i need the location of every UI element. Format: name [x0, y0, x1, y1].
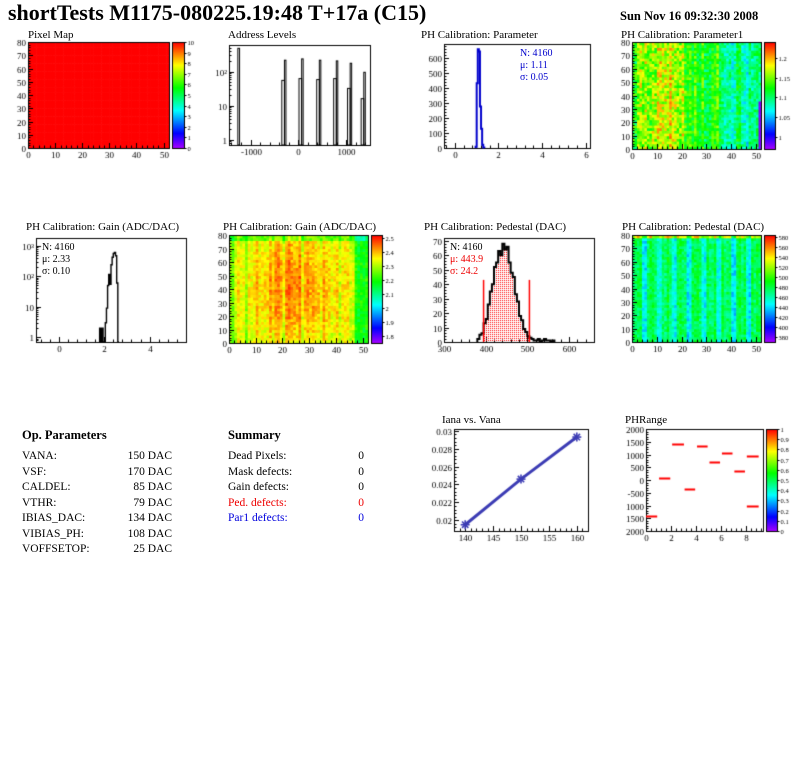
op-parameters-block: Op. Parameters VANA: 150 DAC VSF: 170 DAC CA… [22, 428, 172, 558]
param-row: Gain defects: 0 [228, 480, 364, 496]
chart-title: Pixel Map [28, 29, 74, 41]
param-value: 79 DAC [133, 496, 172, 509]
param-value: 85 DAC [133, 481, 172, 493]
param-label: VIBIAS_PH: [22, 527, 84, 540]
page-title: shortTests M1175-080225.19:48 T+17a (C15… [8, 0, 427, 25]
pedestal-hist-plot [418, 222, 618, 358]
panel-ph-range: PHRange [618, 414, 796, 550]
param-row: VTHR: 79 DAC [22, 496, 172, 512]
summary-heading: Summary [228, 428, 281, 442]
summary-rows: Dead Pixels: 0 Mask defects: 0 Gain defects:… [228, 449, 364, 527]
stat-line: σ: 0.05 [520, 72, 549, 83]
param-row: VSF: 170 DAC [22, 465, 172, 481]
stat-line: N: 4160 [42, 242, 75, 253]
param-row: VANA: 150 DAC [22, 449, 172, 465]
chart-title: Iana vs. Vana [442, 414, 501, 426]
gain-map-plot [215, 222, 415, 358]
panel-pedestal-map: PH Calibration: Pedestal (DAC) [618, 221, 796, 358]
param-value: 150 DAC [127, 450, 172, 462]
param-row: IBIAS_DAC: 134 DAC [22, 511, 172, 527]
param-row: CALDEL: 85 DAC [22, 480, 172, 496]
param-label: CALDEL: [22, 481, 71, 493]
op-parameters-rows: VANA: 150 DAC VSF: 170 DAC CALDEL: 85 DAC VTHR… [22, 449, 172, 558]
ph-range-plot [618, 415, 796, 550]
param-value: 25 DAC [133, 543, 172, 555]
param-value: 0 [358, 512, 364, 524]
chart-title: PHRange [625, 414, 668, 426]
panel-ph-parameter1-map: PH Calibration: Parameter1 [618, 29, 796, 162]
param-value: 0 [358, 465, 364, 478]
param-value: 134 DAC [127, 512, 172, 524]
stat-line: σ: 24.2 [450, 266, 479, 277]
param-row: VIBIAS_PH: 108 DAC [22, 527, 172, 543]
stat-line: N: 4160 [450, 242, 483, 253]
chart-title: PH Calibration: Parameter [421, 29, 538, 41]
panel-gain-hist: PH Calibration: Gain (ADC/DAC) N: 4160 μ:… [8, 221, 208, 358]
param-label: VSF: [22, 465, 47, 478]
stat-line: μ: 2.33 [42, 254, 71, 265]
param-label: Ped. defects: [228, 496, 287, 509]
param-label: IBIAS_DAC: [22, 512, 86, 524]
timestamp: Sun Nov 16 09:32:30 2008 [620, 9, 759, 23]
stats-box: N: 4160 μ: 443.9 σ: 24.2 [450, 242, 483, 278]
param-value: 0 [358, 496, 364, 509]
chart-title: PH Calibration: Pedestal (DAC) [424, 221, 567, 233]
ph-parameter1-map-plot [618, 30, 796, 162]
panel-pedestal-hist: PH Calibration: Pedestal (DAC) N: 4160 μ:… [418, 221, 618, 358]
stats-box: N: 4160 μ: 1.11 σ: 0.05 [520, 48, 553, 84]
param-label: Par1 defects: [228, 512, 288, 524]
param-value: 108 DAC [127, 527, 172, 540]
summary-block: Summary Dead Pixels: 0 Mask defects: 0 Gain … [228, 428, 364, 527]
param-value: 0 [358, 450, 364, 462]
param-label: VANA: [22, 450, 57, 462]
chart-title: Address Levels [228, 29, 297, 41]
stat-line: μ: 1.11 [520, 60, 548, 71]
stat-line: μ: 443.9 [450, 254, 484, 265]
stats-box: N: 4160 μ: 2.33 σ: 0.10 [42, 242, 75, 278]
stat-line: σ: 0.10 [42, 266, 71, 277]
param-row: Par1 defects: 0 [228, 511, 364, 527]
param-label: Gain defects: [228, 481, 289, 493]
panel-ph-parameter: PH Calibration: Parameter N: 4160 μ: 1.11… [418, 29, 618, 162]
pedestal-map-plot [618, 222, 796, 358]
param-value: 170 DAC [127, 465, 172, 478]
param-label: Dead Pixels: [228, 450, 287, 462]
param-row: Mask defects: 0 [228, 465, 364, 481]
chart-title: PH Calibration: Gain (ADC/DAC) [26, 221, 180, 233]
op-parameters-heading: Op. Parameters [22, 428, 107, 442]
panel-iana-vs-vana: Iana vs. Vana [418, 414, 618, 550]
param-row: Dead Pixels: 0 [228, 449, 364, 465]
param-label: VOFFSETOP: [22, 543, 90, 555]
param-label: Mask defects: [228, 465, 293, 478]
iana-vs-vana-plot [418, 415, 618, 550]
gain-hist-plot [8, 222, 208, 358]
param-label: VTHR: [22, 496, 57, 509]
stat-line: N: 4160 [520, 48, 553, 59]
param-row: VOFFSETOP: 25 DAC [22, 542, 172, 558]
param-value: 0 [358, 481, 364, 493]
chart-title: PH Calibration: Parameter1 [621, 29, 744, 41]
chart-title: PH Calibration: Gain (ADC/DAC) [223, 221, 377, 233]
chart-title: PH Calibration: Pedestal (DAC) [622, 221, 765, 233]
panel-address-levels: Address Levels [215, 29, 415, 162]
pixel-map-plot [8, 30, 208, 162]
address-levels-plot [215, 30, 415, 162]
panel-gain-map: PH Calibration: Gain (ADC/DAC) [215, 221, 415, 358]
param-row: Ped. defects: 0 [228, 496, 364, 512]
ph-parameter-plot [418, 30, 618, 162]
panel-pixel-map: Pixel Map [8, 29, 208, 162]
